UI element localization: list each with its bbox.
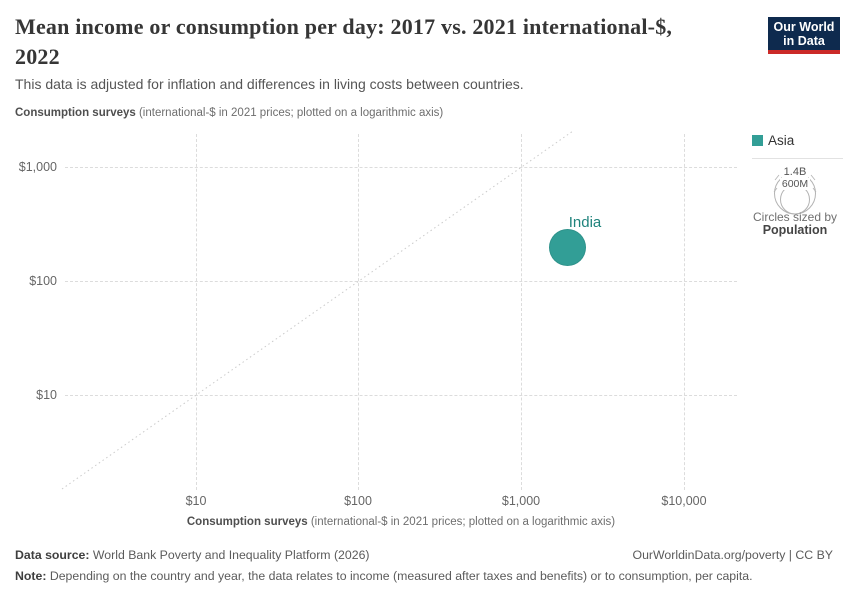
x-axis-label-bold: Consumption surveys bbox=[186, 516, 308, 528]
legend-divider bbox=[752, 158, 843, 159]
data-source-text: World Bank Poverty and Inequality Platfo… bbox=[89, 548, 370, 562]
size-legend-caption: Circles sized by bbox=[752, 210, 838, 224]
y-axis-label-rest: (international-$ in 2021 prices; plotted… bbox=[135, 107, 444, 119]
data-point-india-bubble[interactable] bbox=[549, 229, 586, 266]
chart-title: Mean income or consumption per day: 2017… bbox=[15, 12, 760, 72]
x-tick-10000: $10,000 bbox=[661, 494, 707, 508]
gridline-x-10 bbox=[196, 134, 197, 490]
gridline-x-1000 bbox=[521, 134, 522, 490]
chart-title-line1: Mean income or consumption per day: 2017… bbox=[15, 14, 673, 39]
gridline-x-100 bbox=[358, 134, 359, 490]
y-axis-label-bold: Consumption surveys bbox=[15, 107, 136, 119]
y-tick-100: $100 bbox=[29, 274, 57, 288]
legend-item-asia-label: Asia bbox=[768, 133, 795, 148]
note-text: Depending on the country and year, the d… bbox=[46, 569, 753, 583]
note-label: Note: bbox=[15, 569, 47, 583]
x-tick-1000: $1,000 bbox=[501, 494, 541, 508]
y-tick-1000: $1,000 bbox=[18, 160, 57, 174]
legend-item-asia[interactable]: Asia bbox=[752, 133, 794, 148]
gridline-y-1000 bbox=[65, 167, 737, 168]
owid-url-license-link[interactable]: OurWorldinData.org/poverty | CC BY bbox=[632, 548, 833, 562]
note-line: Note: Depending on the country and year,… bbox=[15, 569, 835, 583]
x-tick-10: $10 bbox=[185, 494, 207, 508]
x-axis-label: Consumption surveys (international-$ in … bbox=[65, 516, 737, 528]
gridline-y-10 bbox=[65, 395, 737, 396]
chart-title-line2: 2022 bbox=[15, 44, 60, 69]
size-legend-circles bbox=[773, 172, 817, 215]
x-axis-label-rest: (international-$ in 2021 prices; plotted… bbox=[307, 516, 616, 528]
size-legend-outer-value: 1.4B bbox=[781, 166, 809, 178]
owid-logo-line2: in Data bbox=[783, 34, 825, 48]
owid-logo-line1: Our World bbox=[773, 20, 835, 34]
gridline-x-10000 bbox=[684, 134, 685, 490]
gridline-y-100 bbox=[65, 281, 737, 282]
data-source-label: Data source: bbox=[15, 548, 90, 562]
owid-logo[interactable]: Our World in Data bbox=[768, 17, 840, 54]
x-tick-100: $100 bbox=[344, 494, 372, 508]
size-legend-inner-value: 600M bbox=[779, 178, 811, 190]
asia-color-swatch bbox=[752, 135, 763, 146]
chart-subtitle: This data is adjusted for inflation and … bbox=[15, 76, 524, 92]
y-tick-10: $10 bbox=[36, 388, 57, 402]
data-point-india-label: India bbox=[568, 214, 602, 231]
size-legend-caption-population: Population bbox=[762, 223, 828, 237]
y-axis-label: Consumption surveys (international-$ in … bbox=[15, 107, 443, 119]
data-source-line: Data source: World Bank Poverty and Ineq… bbox=[15, 548, 370, 562]
